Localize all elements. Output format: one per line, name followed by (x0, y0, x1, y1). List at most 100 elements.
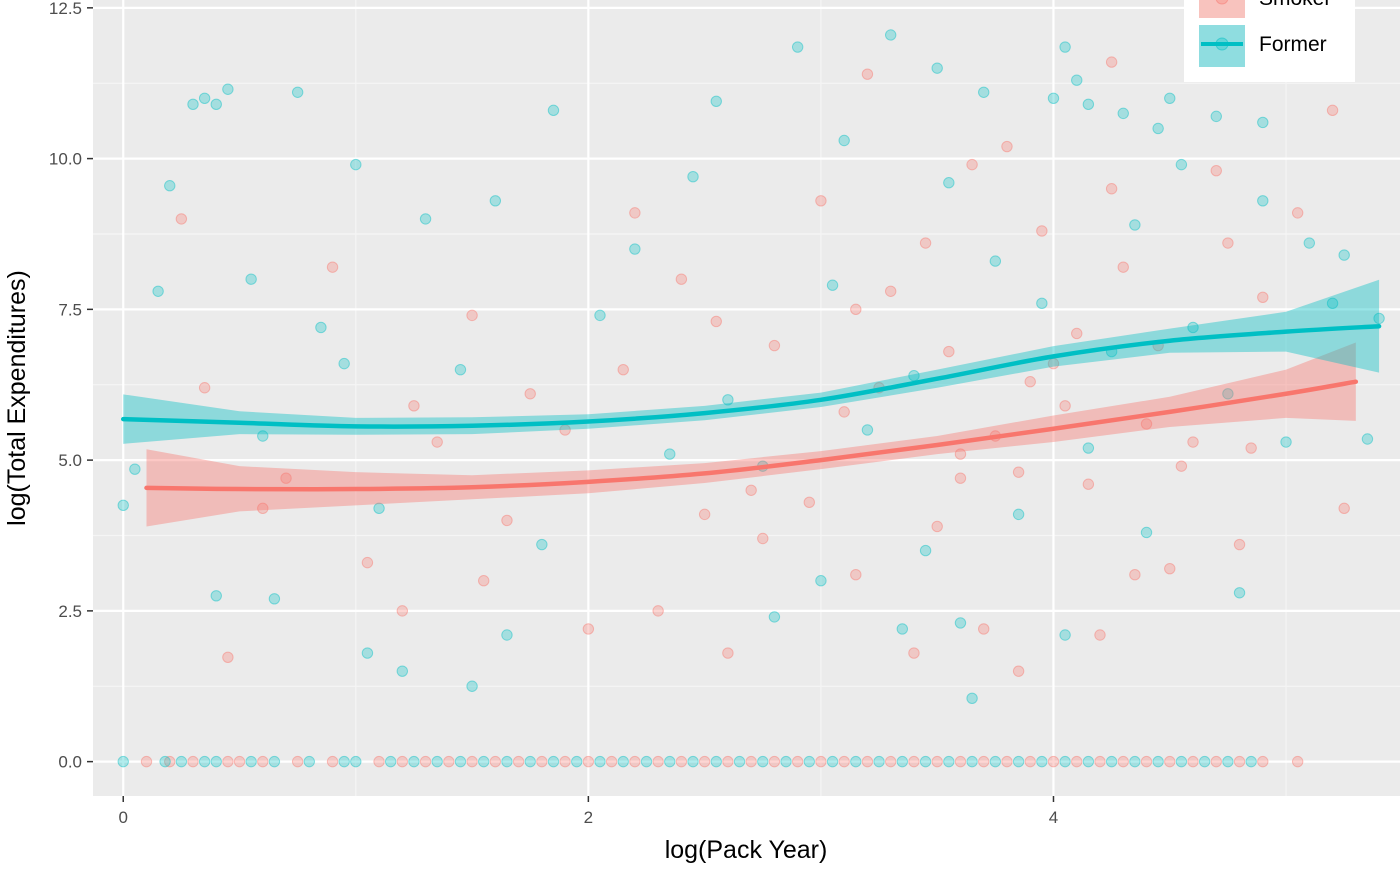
point-smoker (1012, 466, 1025, 478)
point-former (1326, 297, 1339, 310)
point-former (164, 180, 176, 192)
y-tick-label: 2.5 (58, 602, 82, 621)
point-smoker (919, 237, 932, 249)
point-former (1059, 41, 1071, 53)
point-smoker (652, 605, 664, 617)
legend-point-smoker (1215, 0, 1229, 5)
legend-item-smoker: Smoker (1199, 0, 1331, 18)
legend-key-smoker (1199, 0, 1245, 18)
point-smoker (1012, 665, 1025, 677)
point-smoker (652, 755, 664, 768)
point-former (489, 195, 502, 207)
point-former (1338, 249, 1350, 261)
point-former (175, 755, 188, 768)
point-former (1036, 297, 1048, 310)
point-smoker (1024, 376, 1036, 388)
point-smoker (1222, 237, 1234, 249)
point-smoker (1129, 568, 1141, 581)
points-layer (117, 29, 1385, 705)
legend-item-former: Former (1199, 25, 1327, 67)
point-former (989, 255, 1002, 267)
point-former (373, 502, 385, 515)
x-axis: 0 2 4 (118, 796, 1058, 827)
point-former (861, 424, 874, 436)
point-former (954, 617, 967, 629)
point-smoker (466, 755, 478, 768)
point-smoker (559, 755, 571, 768)
point-smoker (861, 755, 874, 768)
point-smoker (501, 514, 513, 527)
point-former (664, 448, 676, 460)
point-former (315, 321, 327, 334)
point-smoker (675, 755, 688, 768)
point-smoker (1210, 164, 1222, 177)
point-former (408, 755, 420, 768)
point-smoker (1291, 207, 1304, 219)
point-former (664, 755, 676, 768)
point-smoker (1326, 104, 1339, 117)
point-former (1105, 755, 1118, 768)
point-former (1071, 74, 1083, 86)
x-axis-title: log(Pack Year) (665, 836, 828, 864)
point-former (943, 177, 955, 189)
y-tick-label: 5.0 (58, 451, 82, 470)
point-smoker (512, 755, 525, 768)
point-former (687, 170, 699, 183)
point-former (268, 593, 281, 605)
point-former (896, 623, 909, 635)
point-former (198, 92, 211, 104)
point-former (1280, 436, 1292, 448)
point-former (1175, 755, 1188, 768)
panel-background (93, 0, 1400, 796)
point-smoker (478, 575, 490, 587)
smooth-line-smoker (144, 379, 1359, 492)
point-smoker (1117, 755, 1129, 768)
point-former (1129, 219, 1141, 231)
point-smoker (954, 755, 967, 768)
point-smoker (257, 755, 269, 768)
point-former (524, 755, 536, 768)
y-tick-label: 0.0 (58, 753, 82, 772)
point-smoker (1233, 755, 1246, 768)
point-smoker (582, 623, 595, 635)
smooth-lines (120, 323, 1382, 492)
point-former (245, 273, 257, 285)
point-former (838, 134, 850, 147)
point-smoker (175, 213, 188, 225)
y-tick-label: 12.5 (49, 0, 82, 18)
point-former (791, 41, 804, 53)
point-former (547, 755, 560, 768)
point-smoker (850, 303, 862, 316)
point-smoker (396, 605, 409, 617)
point-former (884, 29, 897, 41)
x-tick-label: 0 (118, 808, 127, 827)
point-former (117, 755, 129, 768)
point-former (722, 394, 734, 406)
point-former (1059, 755, 1071, 768)
point-former (780, 755, 792, 768)
point-former (733, 755, 746, 768)
point-former (966, 692, 978, 705)
point-former (419, 213, 432, 225)
y-tick-label: 10.0 (49, 150, 82, 169)
point-smoker (1175, 460, 1188, 472)
point-former (245, 755, 257, 768)
point-former (350, 158, 362, 171)
point-smoker (326, 261, 339, 273)
point-smoker (698, 755, 711, 768)
point-smoker (931, 520, 943, 533)
point-smoker (1082, 478, 1095, 490)
point-former (1047, 92, 1060, 104)
point-smoker (803, 496, 815, 509)
point-smoker (536, 755, 548, 768)
point-former (768, 611, 781, 623)
point-smoker (629, 207, 641, 219)
point-smoker (850, 568, 862, 581)
point-former (1210, 110, 1222, 123)
point-smoker (943, 345, 955, 358)
point-former (129, 463, 141, 475)
smooth-line-former (120, 323, 1382, 429)
point-former (1245, 755, 1257, 768)
point-smoker (187, 755, 199, 768)
